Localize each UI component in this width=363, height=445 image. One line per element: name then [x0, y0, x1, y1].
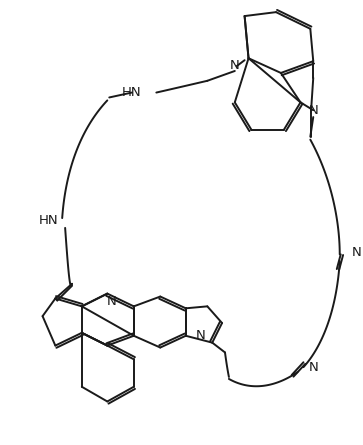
Text: N: N	[230, 59, 240, 72]
Text: N: N	[351, 246, 361, 259]
Text: HN: HN	[122, 86, 142, 99]
Text: N: N	[309, 104, 318, 117]
Text: N: N	[308, 360, 318, 374]
Text: HN: HN	[38, 214, 58, 227]
Text: N: N	[196, 329, 205, 342]
Text: N: N	[106, 295, 116, 308]
